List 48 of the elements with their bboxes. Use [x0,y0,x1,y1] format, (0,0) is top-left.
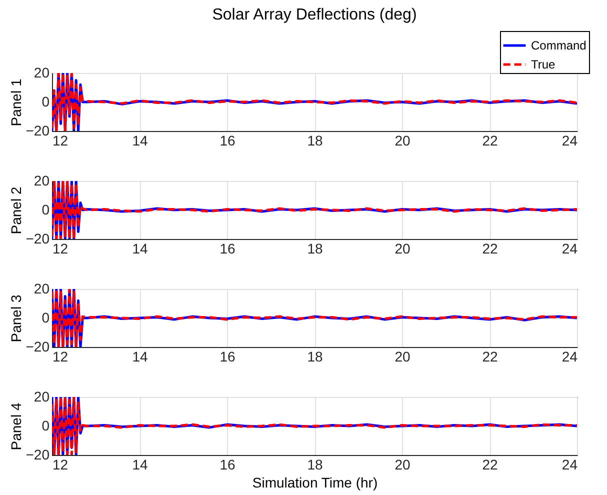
x-tick-label: 18 [307,456,323,472]
chart-title: Solar Array Deflections (deg) [212,6,417,24]
y-axis-title: Panel 2 [8,186,24,234]
x-tick-label: 16 [220,348,236,364]
x-tick-label: 24 [562,132,578,148]
x-tick-label: 14 [132,348,148,364]
y-tick-label: 20 [34,280,50,296]
x-tick-label: 14 [132,240,148,256]
legend-label: Command [531,38,586,52]
y-tick-label: −20 [26,338,50,354]
x-tick-label: 12 [52,240,68,256]
x-tick-label: 16 [220,132,236,148]
x-tick-label: 16 [220,456,236,472]
y-tick-label: 20 [34,172,50,188]
y-tick-label: 20 [34,388,50,404]
x-tick-label: 20 [394,240,410,256]
y-tick-label: 0 [42,94,50,110]
x-tick-label: 24 [562,456,578,472]
x-tick-label: 16 [220,240,236,256]
y-tick-label: 20 [34,64,50,80]
y-axis-title: Panel 3 [8,294,24,342]
x-tick-label: 12 [52,456,68,472]
x-tick-label: 22 [482,240,498,256]
y-axis-title: Panel 1 [8,78,24,126]
x-tick-label: 24 [562,348,578,364]
y-tick-label: 0 [42,310,50,326]
y-tick-label: −20 [26,122,50,138]
x-tick-label: 14 [132,132,148,148]
x-axis-title: Simulation Time (hr) [252,474,378,490]
x-tick-label: 22 [482,348,498,364]
x-tick-label: 18 [307,348,323,364]
y-tick-label: −20 [26,230,50,246]
x-tick-label: 18 [307,132,323,148]
x-tick-label: 12 [52,348,68,364]
x-tick-label: 20 [394,132,410,148]
x-tick-label: 20 [394,348,410,364]
x-tick-label: 22 [482,456,498,472]
legend-label: True [531,58,556,72]
y-tick-label: 0 [42,418,50,434]
x-tick-label: 22 [482,132,498,148]
y-tick-label: 0 [42,202,50,218]
y-tick-label: −20 [26,446,50,462]
x-tick-label: 14 [132,456,148,472]
x-tick-label: 12 [52,132,68,148]
x-tick-label: 18 [307,240,323,256]
x-tick-label: 20 [394,456,410,472]
x-tick-label: 24 [562,240,578,256]
y-axis-title: Panel 4 [8,402,24,450]
